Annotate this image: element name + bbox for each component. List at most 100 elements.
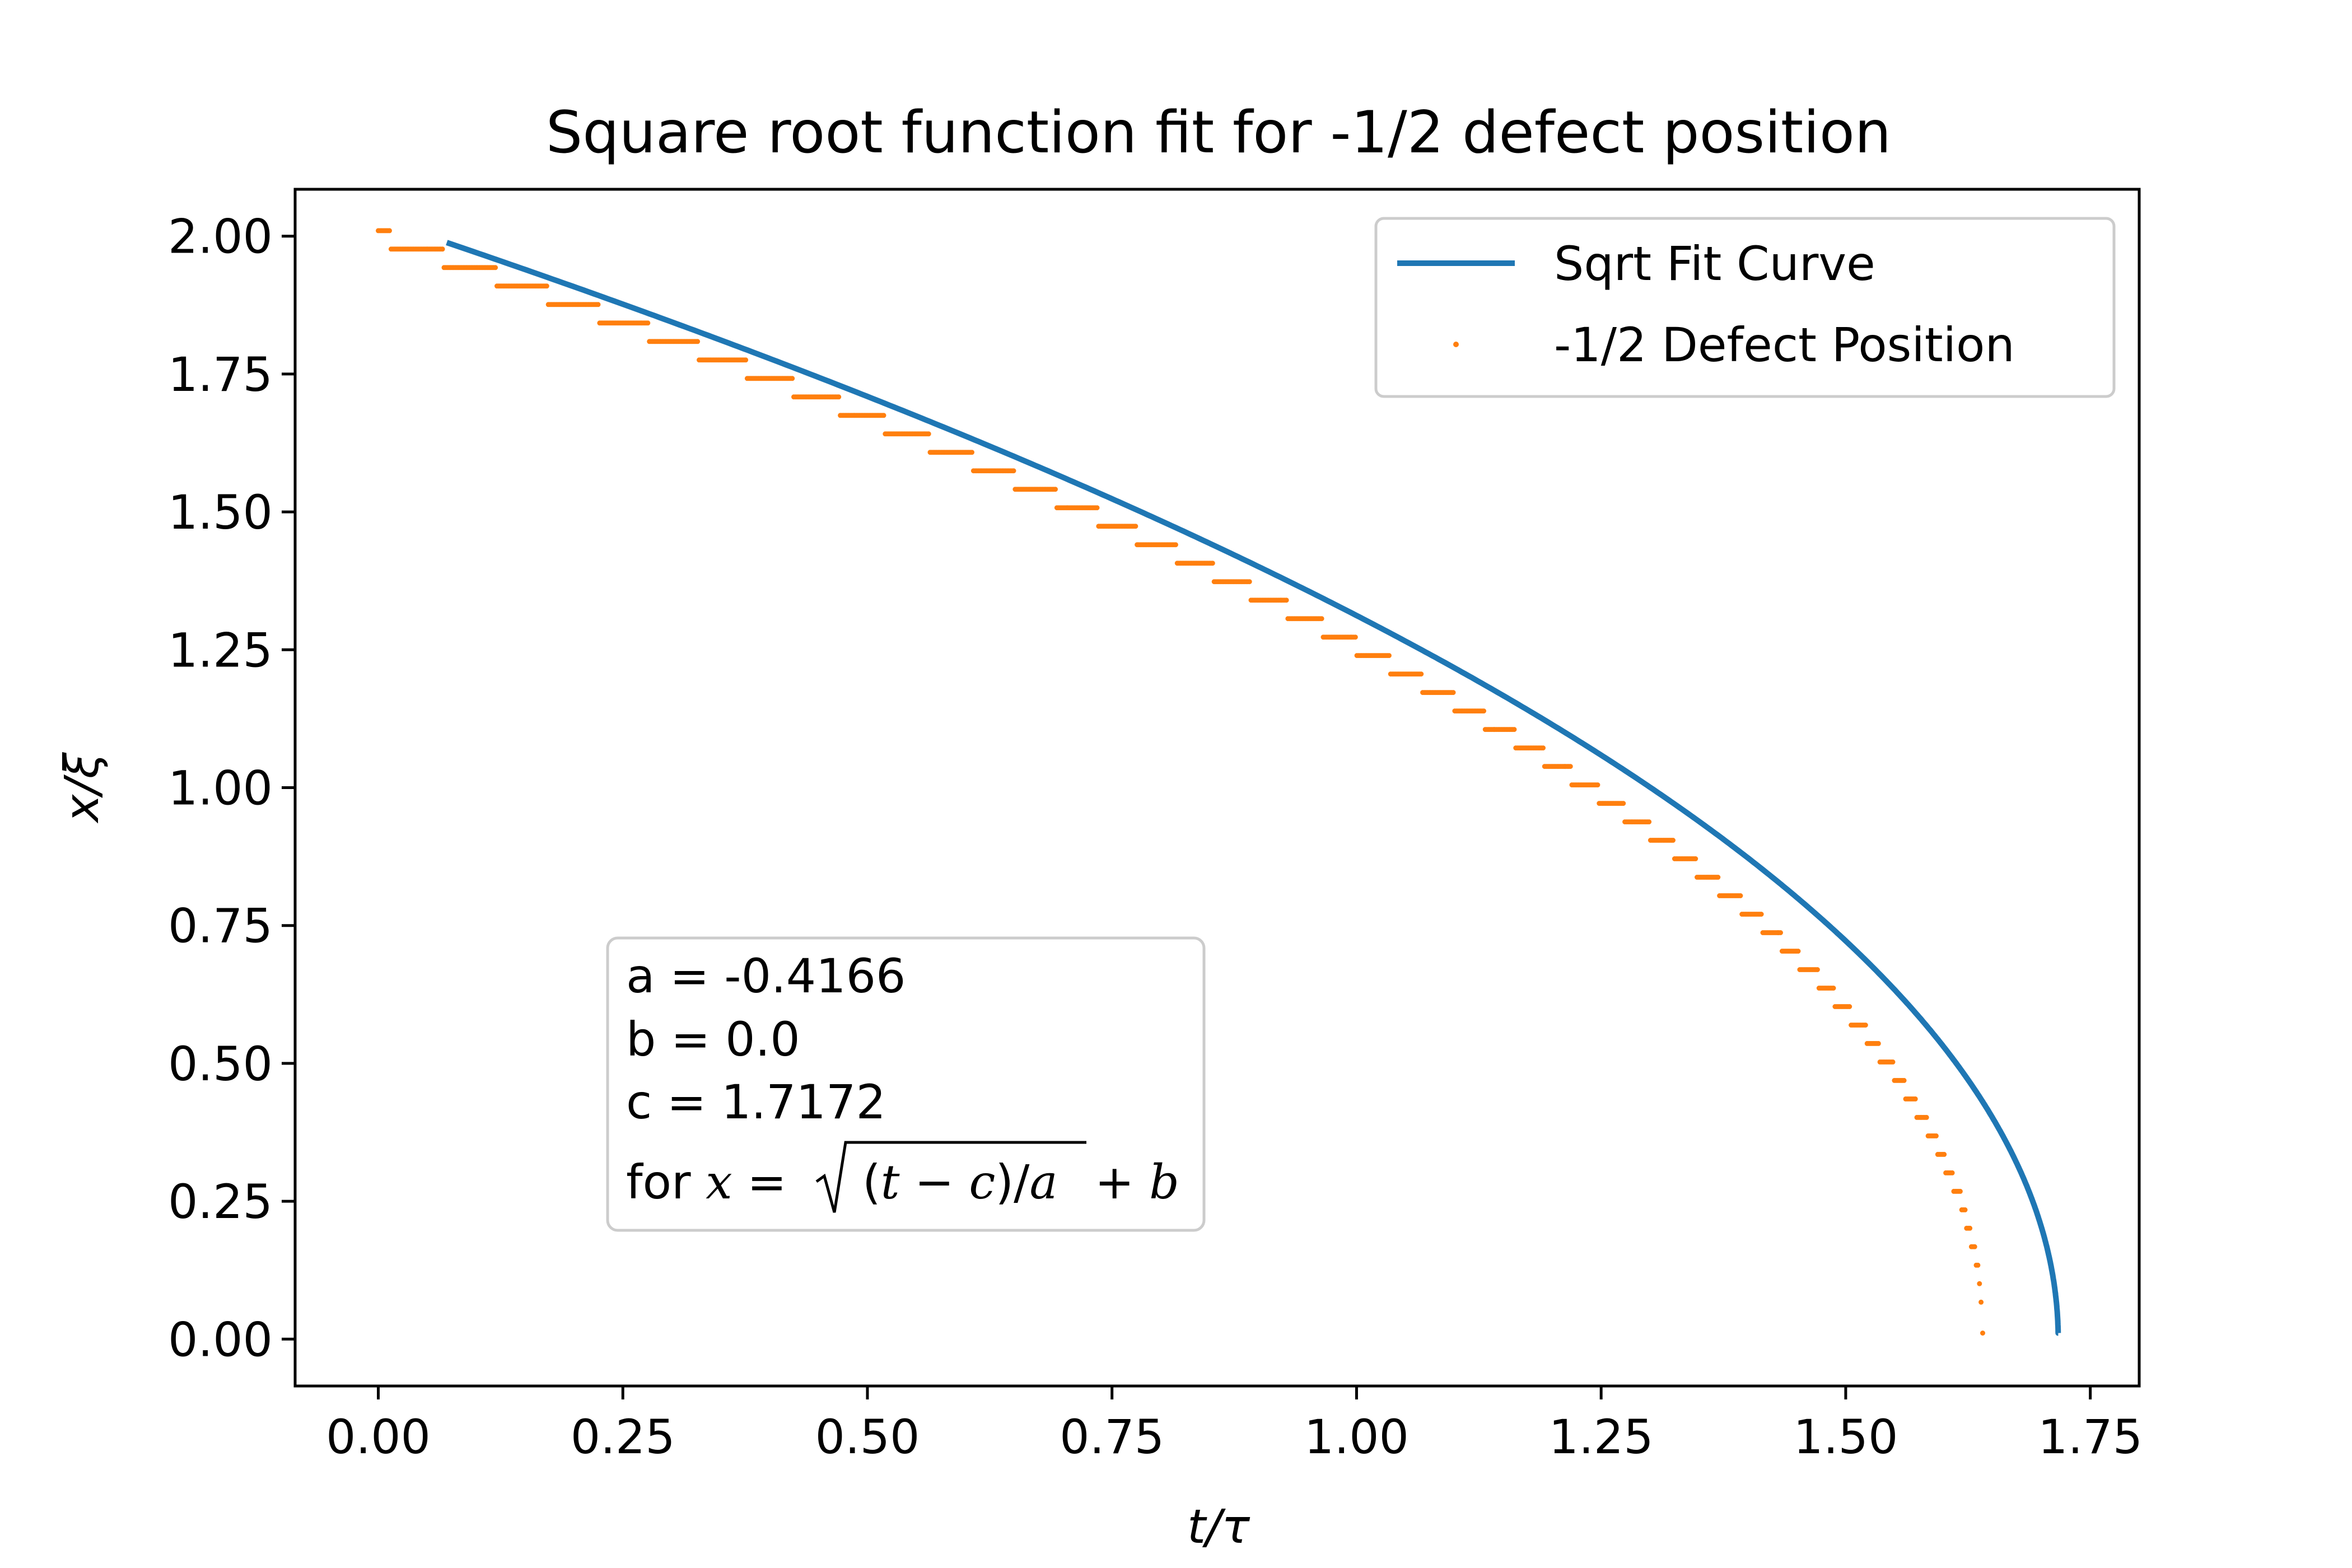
x-tick-label: 1.00	[1304, 1410, 1409, 1464]
defect-point	[493, 265, 498, 270]
formula-lhs: x	[706, 1155, 732, 1210]
defect-point	[1352, 634, 1358, 640]
defect-point	[1778, 930, 1783, 935]
defect-point	[969, 450, 974, 455]
defect-point	[1962, 1207, 1968, 1212]
defect-point	[1693, 856, 1698, 861]
y-tick-label: 1.50	[168, 485, 273, 540]
formula-plus-b: + b	[1095, 1155, 1179, 1210]
defect-point	[1284, 598, 1289, 603]
defect-point	[1977, 1281, 1982, 1286]
defect-point	[544, 283, 549, 289]
defect-point	[1912, 1096, 1918, 1102]
defect-point	[1481, 708, 1486, 714]
defect-point	[595, 302, 601, 307]
defect-point	[1541, 745, 1546, 751]
defect-point	[1933, 1133, 1939, 1138]
fit-formula: for x =	[626, 1155, 787, 1210]
defect-point	[1133, 524, 1138, 529]
defect-point	[440, 246, 445, 252]
defect-point	[1386, 653, 1392, 659]
defect-point	[1646, 819, 1652, 825]
series-sqrt-fit-curve	[446, 240, 2061, 1336]
y-tick-label: 1.00	[168, 761, 273, 816]
defect-point	[836, 394, 842, 400]
defect-point	[1967, 1225, 1973, 1231]
defect-point	[1924, 1114, 1929, 1120]
defect-point	[1814, 967, 1820, 972]
legend-label-defect: -1/2 Defect Position	[1554, 318, 2015, 372]
param-c: c = 1.7172	[626, 1075, 886, 1130]
y-tick-label: 0.25	[168, 1174, 273, 1229]
defect-point	[1831, 986, 1836, 991]
legend-point-swatch	[1453, 342, 1459, 347]
defect-point	[1972, 1244, 1977, 1249]
defect-point	[1978, 1299, 1984, 1305]
x-axis-label: t/τ	[1187, 1499, 1250, 1554]
defect-point	[1621, 801, 1626, 806]
defect-point	[1210, 561, 1215, 566]
y-tick-label: 1.75	[168, 347, 273, 402]
x-tick-label: 1.75	[2038, 1410, 2143, 1464]
formula-radical	[815, 1141, 1086, 1213]
legend-box	[1374, 217, 2116, 398]
defect-point	[1053, 487, 1058, 492]
x-tick-label: 1.25	[1549, 1410, 1654, 1464]
fit-parameters-box: a = -0.4166 b = 0.0 c = 1.7172 for x = (…	[606, 936, 1206, 1232]
defect-point	[881, 413, 886, 418]
x-axis: 0.00 0.25 0.50 0.75 1.00 1.25 1.50 1.75	[326, 1386, 2143, 1464]
defect-point	[1511, 727, 1517, 732]
plot-area	[376, 228, 2061, 1336]
defect-point	[1595, 782, 1600, 788]
x-tick-label: 1.50	[1793, 1410, 1898, 1464]
x-tick-label: 0.75	[1060, 1410, 1164, 1464]
defect-point	[743, 357, 749, 363]
formula-equals: =	[732, 1155, 787, 1210]
defect-point	[1949, 1170, 1955, 1175]
defect-point	[1875, 1040, 1881, 1046]
x-tick-label: 0.50	[815, 1410, 920, 1464]
defect-point	[695, 339, 701, 344]
y-tick-label: 0.00	[168, 1312, 273, 1367]
y-tick-label: 0.75	[168, 899, 273, 954]
defect-point	[1863, 1023, 1868, 1028]
defect-point	[1975, 1262, 1981, 1268]
defect-point	[1247, 579, 1252, 585]
defect-point	[1094, 505, 1100, 511]
y-tick-label: 0.50	[168, 1037, 273, 1091]
annotation-box	[606, 936, 1206, 1232]
defect-point	[1567, 764, 1573, 769]
defect-point	[1890, 1059, 1896, 1065]
defect-point	[1758, 912, 1764, 917]
defect-point	[1011, 468, 1016, 474]
param-a: a = -0.4166	[626, 949, 906, 1004]
defect-point	[1980, 1331, 1985, 1336]
x-tick-label: 0.00	[326, 1410, 431, 1464]
defect-point	[1670, 838, 1676, 843]
legend: Sqrt Fit Curve -1/2 Defect Position	[1374, 217, 2116, 398]
y-axis: 0.00 0.25 0.50 0.75 1.00 1.25 1.50 1.75 2.00	[168, 209, 295, 1367]
defect-point	[1418, 671, 1424, 677]
y-tick-label: 2.00	[168, 209, 273, 264]
defect-point	[926, 431, 931, 437]
defect-point	[645, 320, 651, 326]
chart-title: Square root function fit for -1/2 defect…	[546, 99, 1891, 166]
defect-point	[1795, 949, 1801, 954]
param-b: b = 0.0	[626, 1012, 800, 1067]
defect-point	[1173, 542, 1178, 548]
formula-prefix: for	[626, 1155, 706, 1210]
defect-point	[1847, 1004, 1852, 1009]
defect-point	[1715, 875, 1721, 880]
defect-point	[790, 376, 795, 381]
defect-point	[1901, 1077, 1907, 1083]
defect-point	[1957, 1188, 1963, 1194]
defect-point	[1738, 893, 1743, 898]
x-tick-label: 0.25	[571, 1410, 675, 1464]
defect-point	[1450, 690, 1456, 696]
y-tick-label: 1.25	[168, 623, 273, 678]
y-axis-label: x/ξ	[54, 752, 109, 824]
defect-point	[1319, 616, 1324, 622]
formula-radicand: (t − c)/a	[862, 1155, 1058, 1210]
series-defect-position	[376, 228, 1985, 1336]
